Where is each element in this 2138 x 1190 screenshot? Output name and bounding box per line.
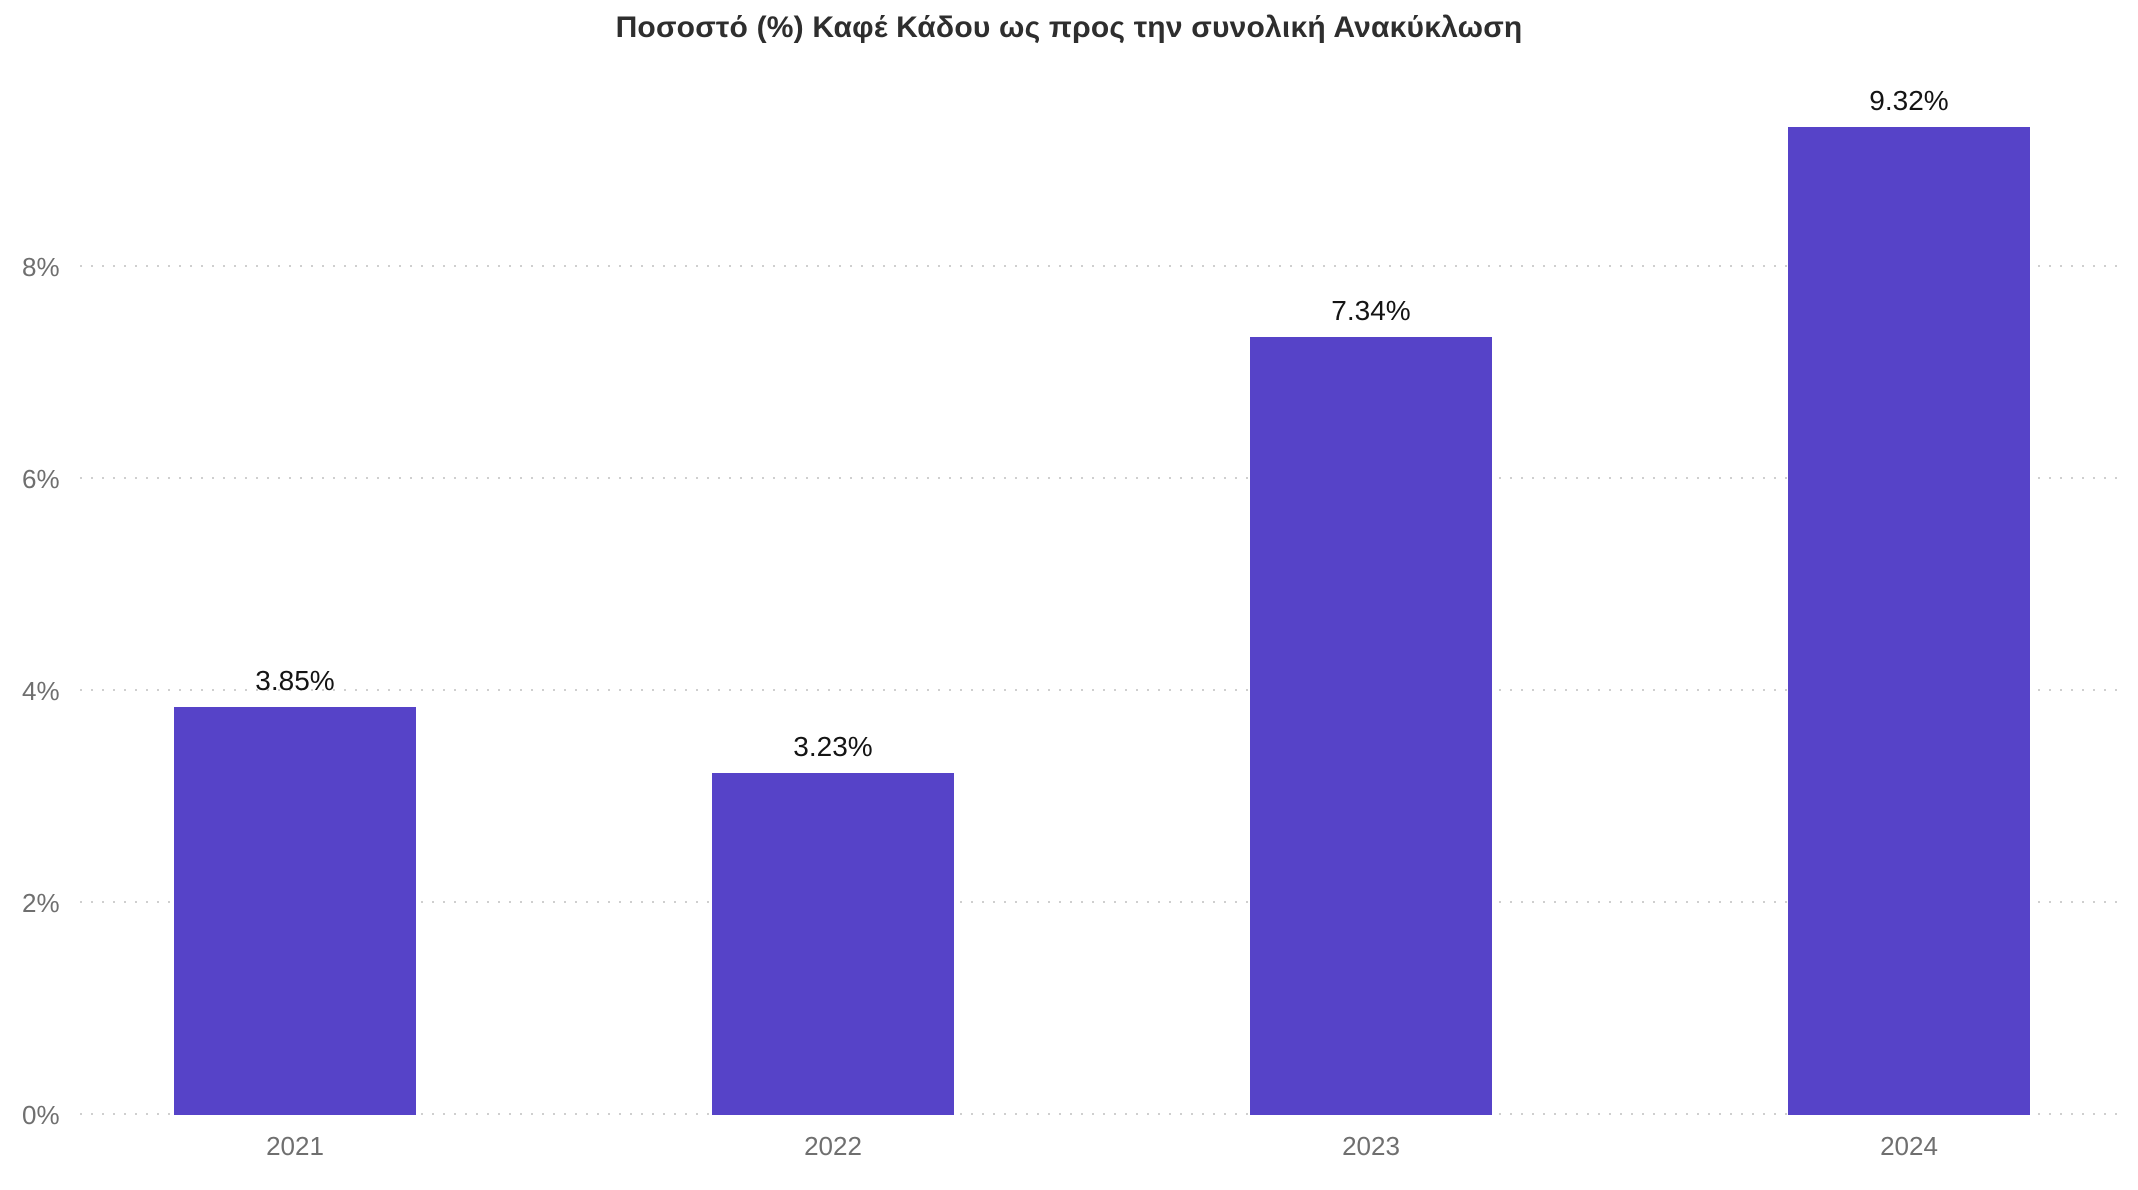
x-tick-label-2021: 2021	[266, 1131, 324, 1161]
bar-2023	[1250, 336, 1492, 1115]
gridline-8%	[80, 265, 2117, 268]
y-tick-label-4%: 4%	[22, 676, 60, 707]
y-axis: 0% 2% 4% 6% 8%	[0, 85, 80, 1128]
y-tick-label-8%: 8%	[22, 252, 60, 283]
bar-2021	[174, 706, 416, 1115]
gridline-6%	[80, 477, 2117, 480]
bar-2022	[712, 772, 954, 1115]
value-label-2022: 3.23%	[793, 730, 873, 762]
plot-area: 3.85% 2021 3.23% 2022 7.34% 2023 9.32% 2024	[80, 85, 2117, 1159]
y-tick-label-0%: 0%	[22, 1100, 60, 1130]
x-tick-label-2023: 2023	[1342, 1131, 1400, 1161]
y-tick-label-2%: 2%	[22, 888, 60, 919]
value-label-2023: 7.34%	[1331, 294, 1411, 326]
x-tick-label-2022: 2022	[804, 1131, 862, 1161]
gridline-4%	[80, 689, 2117, 692]
x-tick-label-2024: 2024	[1880, 1131, 1938, 1161]
chart-title: Ποσοστό (%) Καφέ Κάδου ως προς την συνολ…	[615, 11, 1523, 44]
y-tick-label-6%: 6%	[22, 464, 60, 495]
gridline-2%	[80, 901, 2117, 904]
gridline-0%	[80, 1113, 2117, 1115]
bar-2024	[1788, 127, 2030, 1115]
value-label-2021: 3.85%	[255, 664, 335, 696]
value-label-2024: 9.32%	[1869, 85, 1949, 117]
